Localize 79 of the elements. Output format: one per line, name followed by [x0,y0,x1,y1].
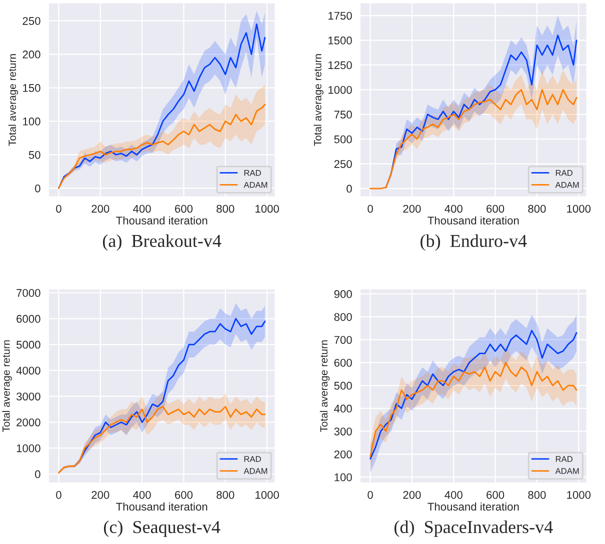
line-series [370,89,578,190]
y-tick-label: 50 [28,151,40,159]
y-tick-label: 0 [35,184,40,192]
x-tick-label: 600 [486,491,504,499]
y-tick-label: 1000 [16,444,40,452]
y-tick-label: 750 [334,110,352,119]
y-tick-label: 2000 [16,418,40,426]
x-tick-label: 800 [216,204,234,213]
x-tick-label: 0 [368,204,373,213]
legend-label: ADAM [244,468,268,474]
y-tick-label: 250 [334,160,352,168]
y-tick-label: 3000 [16,392,40,400]
y-tick-label: 5000 [16,340,40,349]
text: (a) Breakout-v4 [102,234,222,251]
x-tick-label: 400 [444,491,462,499]
x-tick-label: 200 [92,204,110,213]
legend-label: RAD [244,456,261,462]
x-tick-label: 1000 [256,204,279,213]
x-tick-label: 400 [133,204,151,213]
x-tick-label: 200 [403,491,421,499]
line-series [58,406,266,474]
x-tick-label: 800 [528,204,546,213]
x-tick-label: 1000 [567,491,591,499]
y-tick-label: 100 [23,118,40,126]
y-tick-label: 1000 [328,86,352,94]
text: (b) Enduro-v4 [420,234,527,251]
x-tick-label: 800 [528,491,546,499]
x-tick-label: 200 [403,204,421,213]
y-tick-label: 250 [22,17,40,25]
y-tick-label: 500 [334,135,352,144]
y-tick-label: 300 [334,428,352,436]
x-tick-label: 1000 [256,491,279,499]
y-tick-label: 0 [346,184,352,193]
line-series [58,104,266,189]
y-tick-label: 500 [334,382,352,390]
x-tick-label: 200 [92,491,110,499]
x-axis-title: Thousand iteration [116,502,208,511]
x-axis-title: Thousand iteration [428,502,519,511]
y-tick-label: 900 [334,290,352,298]
y-tick-label: 200 [334,450,352,458]
x-tick-label: 400 [133,491,151,499]
y-tick-label: 6000 [16,314,40,323]
legend-label: ADAM [555,468,579,474]
x-tick-label: 800 [216,491,234,499]
line-series [370,362,578,458]
y-tick-label: 1750 [328,12,352,20]
y-axis-title: Total average return [2,340,12,432]
y-axis-title: Total average return [8,54,18,146]
y-tick-label: 600 [334,358,352,367]
x-tick-label: 0 [368,491,373,499]
x-tick-label: 0 [56,491,62,499]
y-tick-label: 150 [23,84,40,92]
y-tick-label: 400 [334,404,352,413]
y-tick-label: 200 [22,50,40,58]
legend-label: RAD [556,456,572,462]
legend-label: RAD [556,170,572,176]
y-tick-label: 1250 [328,61,352,70]
x-tick-label: 400 [444,204,462,213]
x-tick-label: 0 [56,204,62,213]
y-tick-label: 0 [35,470,40,478]
y-tick-label: 1500 [328,36,352,44]
y-axis-title: Total average return [320,340,330,432]
y-tick-label: 7000 [16,289,40,297]
x-tick-label: 600 [175,204,193,213]
y-axis-title: Total average return [314,54,324,146]
y-tick-label: 800 [334,313,352,321]
legend-label: ADAM [555,182,579,188]
legend-label: RAD [244,170,261,176]
legend-label: ADAM [244,182,268,188]
x-tick-label: 1000 [567,204,591,213]
x-axis-title: Thousand iteration [428,216,519,224]
text: (d) SpaceInvaders-v4 [394,520,553,537]
x-axis-title: Thousand iteration [116,216,208,224]
x-tick-label: 600 [486,204,504,213]
y-tick-label: 700 [334,336,352,344]
y-tick-label: 100 [334,473,352,482]
y-tick-label: 4000 [16,366,40,375]
text: (c) Seaquest-v4 [104,520,220,537]
x-tick-label: 600 [175,491,193,499]
